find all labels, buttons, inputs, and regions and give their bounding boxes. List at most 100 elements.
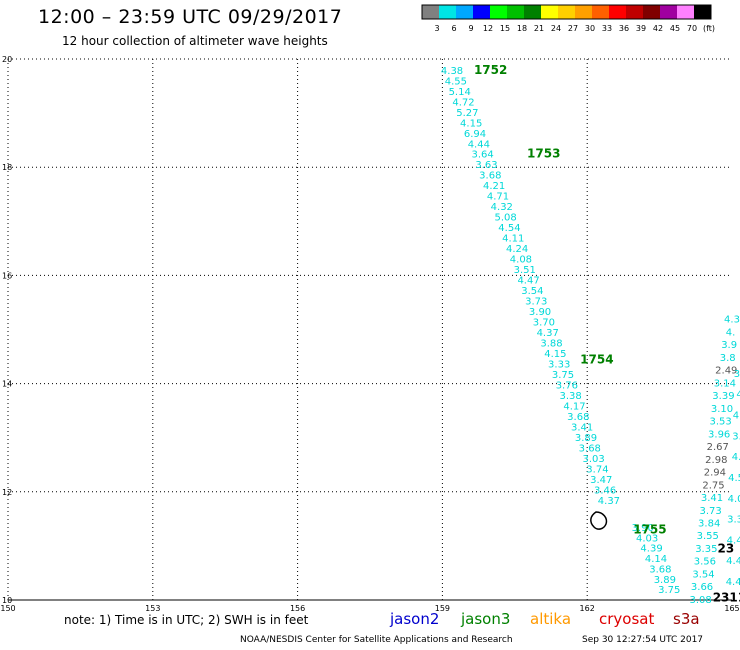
satellite-cryosat: cryosat — [599, 610, 655, 628]
swh-value: 4.54 — [498, 223, 520, 234]
swh-value: 4.08 — [510, 255, 532, 266]
colorbar-swatch — [558, 5, 575, 19]
swh-value: 4.24 — [506, 244, 528, 255]
y-tick-label: 10 — [2, 596, 12, 605]
colorbar-swatch — [643, 5, 660, 19]
colorbar-swatch — [677, 5, 694, 19]
chart-axes: 150 153 156 159 162 165 10 12 14 16 18 20 — [0, 55, 739, 613]
colorbar-label: 70 — [687, 24, 697, 33]
swh-value: 4.72 — [452, 97, 474, 108]
colorbar-label: 30 — [585, 24, 595, 33]
swh-value: 4. — [736, 390, 740, 401]
colorbar-swatch — [541, 5, 558, 19]
colorbar-swatch — [473, 5, 490, 19]
x-tick-label: 162 — [580, 604, 595, 613]
swh-value: 3.66 — [691, 582, 713, 593]
swh-value: 2.49 — [715, 366, 737, 377]
swh-value: 3.68 — [649, 564, 671, 575]
swh-value: 3.41 — [571, 422, 593, 433]
swh-value: 3.8 — [732, 431, 740, 442]
swh-value: 4.37 — [537, 328, 559, 339]
time-label: 1752 — [474, 63, 507, 77]
swh-value: 3.75 — [552, 370, 574, 381]
swh-value: 3.38 — [560, 391, 582, 402]
colorbar-swatch — [575, 5, 592, 19]
page-title: 12:00 – 23:59 UTC 09/29/2017 — [38, 6, 343, 28]
colorbar-label: 27 — [568, 24, 578, 33]
swh-value: 4.38 — [441, 66, 463, 77]
satellite-jason2: jason2 — [390, 610, 440, 628]
swh-value: 4.03 — [636, 533, 658, 544]
time-label-overlap: 23 — [718, 542, 735, 556]
x-tick-label: 156 — [290, 604, 305, 613]
colorbar-legend: 3 6 9 12 15 18 21 24 27 30 33 36 39 42 45 70 (ft) — [421, 4, 715, 33]
swh-value: 4.42 — [726, 556, 740, 567]
island-outline — [590, 511, 608, 530]
swh-value: 3.68 — [579, 443, 601, 454]
colorbar-label: 9 — [468, 24, 473, 33]
time-label-overlap: 2311 — [713, 590, 740, 604]
colorbar-swatch — [609, 5, 626, 19]
x-tick-label: 150 — [0, 604, 15, 613]
time-label: 1753 — [527, 147, 560, 161]
time-label: 1755 — [633, 523, 666, 537]
swh-value: 4.15 — [460, 118, 482, 129]
colorbar-label: 33 — [602, 24, 612, 33]
colorbar-swatch — [422, 5, 439, 19]
swh-value: 3.33 — [548, 360, 570, 371]
colorbar-swatch — [592, 5, 609, 19]
swh-value: 3.64 — [472, 150, 494, 161]
swh-value: 3.76 — [556, 381, 578, 392]
swh-value: 3.70 — [533, 318, 555, 329]
swh-value: 4.39 — [640, 544, 662, 555]
swh-value: 3.53 — [709, 417, 731, 428]
swh-value: 5.14 — [449, 87, 471, 98]
swh-value: 3.84 — [698, 518, 720, 529]
x-tick-label: 159 — [435, 604, 450, 613]
colorbar-frame — [421, 4, 712, 20]
swh-value: 2.94 — [704, 468, 726, 479]
swh-value: 3.10 — [711, 404, 733, 415]
swh-value: 3.35 — [695, 544, 717, 555]
y-tick-label: 12 — [2, 488, 12, 497]
satellite-altika: altika — [530, 610, 572, 628]
swh-value: 3.90 — [529, 307, 551, 318]
swh-value: 3.55 — [697, 531, 719, 542]
swh-value: 4.37 — [598, 496, 620, 507]
swh-value: 4.48 — [727, 535, 740, 546]
swh-value: 3.39 — [712, 391, 734, 402]
colorbar-label: 15 — [500, 24, 510, 33]
colorbar-swatch — [660, 5, 677, 19]
swh-value: 3.68 — [479, 171, 501, 182]
y-tick-label: 14 — [2, 380, 12, 389]
swh-value: 4.11 — [502, 234, 524, 245]
swh-value: 3.63 — [475, 160, 497, 171]
swh-value: 3.89 — [575, 433, 597, 444]
footer-note: note: 1) Time is in UTC; 2) SWH is in fe… — [64, 613, 309, 627]
swh-value: 4.51 — [728, 473, 740, 484]
y-tick-label: 20 — [2, 55, 12, 64]
footer-credit: NOAA/NESDIS Center for Satellite Applica… — [240, 635, 513, 645]
swh-value: 3.38 — [727, 515, 740, 526]
swh-value: 5.27 — [456, 108, 478, 119]
swh-value: 3.73 — [699, 506, 721, 517]
footer-timestamp: Sep 30 12:27:54 UTC 2017 — [582, 635, 704, 645]
swh-value: 4.07 — [728, 494, 740, 505]
colorbar-label: 18 — [517, 24, 527, 33]
colorbar-swatch — [456, 5, 473, 19]
swh-value: 4.6 — [732, 452, 740, 463]
colorbar-swatch — [524, 5, 541, 19]
time-label: 1754 — [580, 352, 613, 366]
x-tick-label: 165 — [724, 604, 739, 613]
swh-value: 3.74 — [586, 464, 608, 475]
swh-value: 4.2 — [733, 410, 740, 421]
swh-value: 4.71 — [487, 192, 509, 203]
swh-value: 3.96 — [708, 429, 730, 440]
swh-value: 2.98 — [705, 455, 727, 466]
swh-value: 3.47 — [590, 475, 612, 486]
swh-value: 4.47 — [517, 276, 539, 287]
swh-value: 3.08 — [689, 595, 711, 606]
swh-value: 4.17 — [563, 402, 585, 413]
swh-value: 2.67 — [707, 442, 729, 453]
swh-value: 5.08 — [494, 213, 516, 224]
